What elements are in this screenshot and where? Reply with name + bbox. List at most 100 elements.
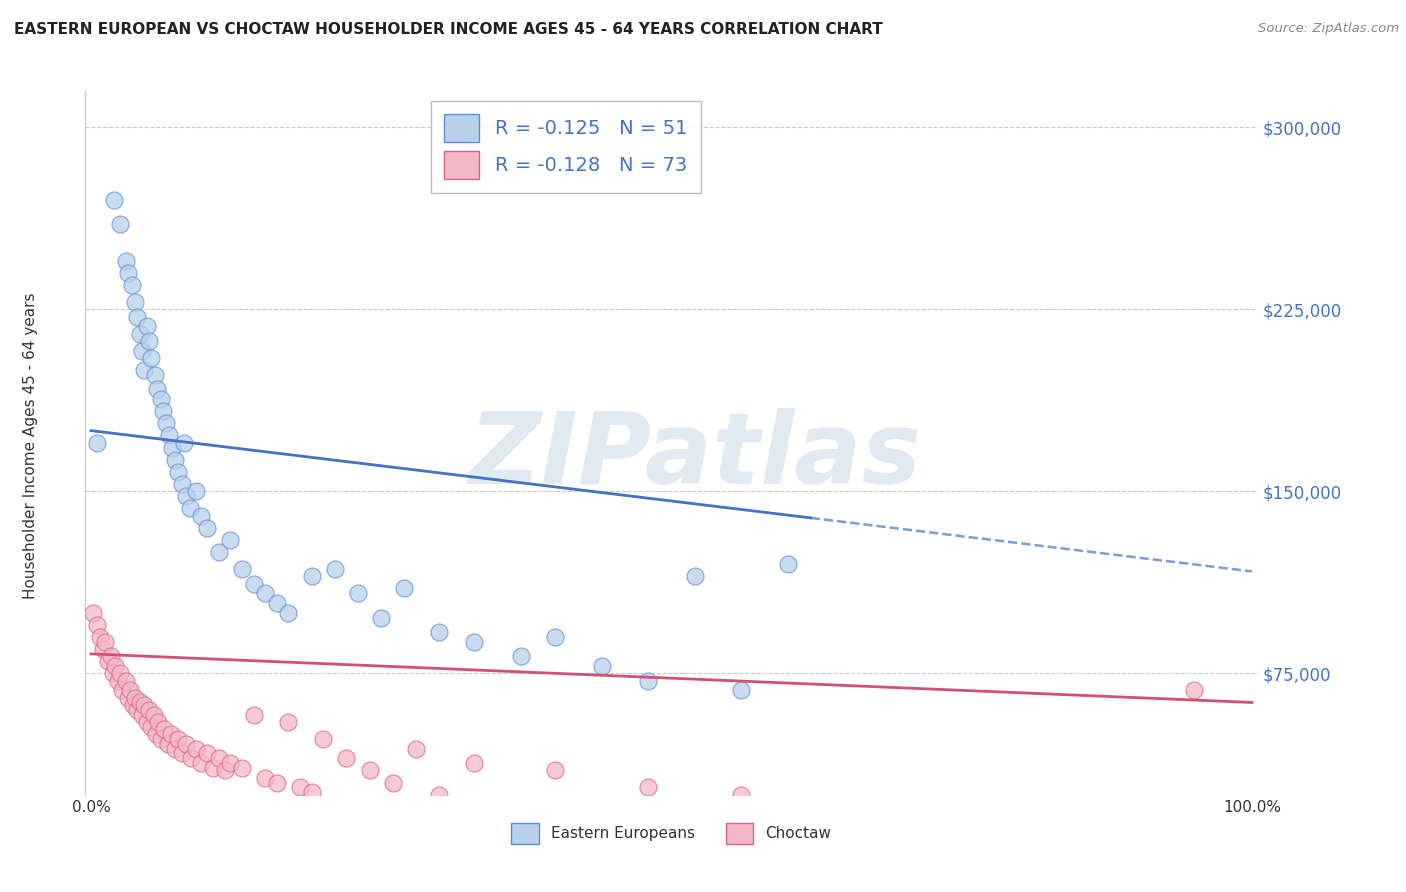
Point xyxy=(156,737,179,751)
Point xyxy=(591,659,613,673)
Point xyxy=(242,707,264,722)
Point xyxy=(115,673,138,688)
Point xyxy=(107,673,129,688)
Point xyxy=(108,666,131,681)
Point xyxy=(138,334,160,348)
Text: EASTERN EUROPEAN VS CHOCTAW HOUSEHOLDER INCOME AGES 45 - 64 YEARS CORRELATION CH: EASTERN EUROPEAN VS CHOCTAW HOUSEHOLDER … xyxy=(14,22,883,37)
Point xyxy=(242,576,264,591)
Point xyxy=(190,756,212,771)
Point xyxy=(167,731,190,746)
Point xyxy=(170,477,193,491)
Point xyxy=(142,707,165,722)
Point xyxy=(104,659,127,673)
Point xyxy=(394,582,416,596)
Point xyxy=(427,788,450,802)
Point xyxy=(148,714,170,729)
Point xyxy=(463,634,485,648)
Point xyxy=(405,741,427,756)
Point xyxy=(591,805,613,819)
Point xyxy=(91,642,114,657)
Point xyxy=(86,435,108,450)
Point xyxy=(347,586,370,600)
Point xyxy=(134,363,156,377)
Point xyxy=(179,501,201,516)
Point xyxy=(254,586,277,600)
Point xyxy=(544,764,567,778)
Point xyxy=(214,764,236,778)
Point xyxy=(131,707,153,722)
Legend: Eastern Europeans, Choctaw: Eastern Europeans, Choctaw xyxy=(505,816,838,850)
Point xyxy=(208,545,231,559)
Point xyxy=(127,310,149,324)
Point xyxy=(153,722,176,736)
Point xyxy=(1182,683,1205,698)
Point xyxy=(219,756,242,771)
Point xyxy=(254,771,277,785)
Point xyxy=(312,731,335,746)
Point xyxy=(208,751,231,765)
Point xyxy=(160,727,183,741)
Point xyxy=(1067,829,1090,843)
Point xyxy=(163,741,186,756)
Point xyxy=(146,383,169,397)
Point xyxy=(141,351,163,365)
Point xyxy=(776,819,799,833)
Point xyxy=(149,731,172,746)
Point xyxy=(184,484,207,499)
Point xyxy=(730,683,752,698)
Point xyxy=(544,630,567,644)
Point xyxy=(950,819,973,833)
Point xyxy=(117,690,139,705)
Point xyxy=(149,392,172,406)
Point xyxy=(509,649,531,664)
Point xyxy=(184,741,207,756)
Point xyxy=(138,703,160,717)
Point xyxy=(381,775,404,789)
Point xyxy=(266,596,288,610)
Point xyxy=(121,698,143,712)
Point xyxy=(124,295,146,310)
Point xyxy=(100,649,122,664)
Point xyxy=(103,193,125,207)
Point xyxy=(730,788,752,802)
Point xyxy=(155,417,177,431)
Point xyxy=(335,751,357,765)
Point xyxy=(128,326,150,341)
Point xyxy=(893,812,915,826)
Point xyxy=(124,690,146,705)
Point xyxy=(86,617,108,632)
Point xyxy=(108,217,131,231)
Point xyxy=(135,319,157,334)
Point xyxy=(195,521,218,535)
Point xyxy=(115,253,138,268)
Point xyxy=(152,404,174,418)
Point xyxy=(266,775,288,789)
Point xyxy=(231,562,253,576)
Point xyxy=(131,343,153,358)
Point xyxy=(277,714,299,729)
Point xyxy=(128,696,150,710)
Point xyxy=(370,610,392,624)
Point xyxy=(170,747,193,761)
Text: Source: ZipAtlas.com: Source: ZipAtlas.com xyxy=(1258,22,1399,36)
Point xyxy=(463,756,485,771)
Point xyxy=(323,562,346,576)
Point xyxy=(134,698,156,712)
Text: ZIPatlas: ZIPatlas xyxy=(468,409,921,506)
Point xyxy=(776,557,799,571)
Point xyxy=(97,654,120,668)
Point xyxy=(359,764,381,778)
Point xyxy=(1008,824,1031,838)
Point xyxy=(141,720,163,734)
Point xyxy=(301,569,323,583)
Point xyxy=(143,368,166,382)
Point xyxy=(157,428,180,442)
Point xyxy=(498,800,520,814)
Point xyxy=(190,508,212,523)
Text: Householder Income Ages 45 - 64 years: Householder Income Ages 45 - 64 years xyxy=(24,293,38,599)
Point xyxy=(637,780,659,795)
Point xyxy=(121,277,143,292)
Point xyxy=(82,606,104,620)
Point xyxy=(201,761,224,775)
Point xyxy=(174,489,197,503)
